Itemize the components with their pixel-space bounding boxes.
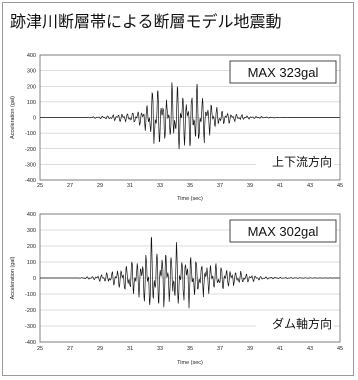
direction-label-0: 上下流方向	[272, 154, 332, 169]
y-tick-label-1-3: 100	[27, 260, 36, 266]
x-tick-label-1-0: 25	[37, 346, 43, 352]
x-tick-label-1-5: 35	[187, 346, 193, 352]
x-tick-label-1-7: 39	[247, 346, 253, 352]
y-tick-label-1-4: 0	[33, 276, 36, 282]
x-tick-label-0-9: 43	[307, 183, 313, 189]
x-tick-label-1-4: 33	[157, 346, 163, 352]
y-tick-label-0-8: -400	[25, 178, 36, 184]
x-tick-label-0-4: 33	[157, 183, 163, 189]
max-box-1	[229, 219, 337, 243]
x-tick-label-1-1: 27	[67, 346, 73, 352]
x-tick-label-0-2: 29	[97, 183, 103, 189]
y-tick-label-0-2: 200	[27, 84, 36, 90]
max-box-0	[229, 60, 337, 84]
x-tick-label-0-0: 25	[37, 183, 43, 189]
x-tick-label-0-1: 27	[67, 183, 73, 189]
x-axis-label-1: Time (sec)	[177, 360, 203, 366]
x-axis-label-0: Time (sec)	[177, 196, 203, 202]
x-tick-label-1-2: 29	[97, 346, 103, 352]
y-axis-label-1: Acceleration (gal)	[10, 256, 16, 299]
y-tick-label-0-3: 100	[27, 100, 36, 106]
x-tick-label-1-3: 31	[127, 346, 133, 352]
y-tick-label-0-7: -300	[25, 162, 36, 168]
y-tick-label-0-5: -100	[25, 131, 36, 137]
y-tick-label-1-2: 200	[27, 244, 36, 250]
y-tick-label-1-7: -300	[25, 324, 36, 330]
y-tick-label-1-6: -200	[25, 308, 36, 314]
x-tick-label-0-3: 31	[127, 183, 133, 189]
x-tick-label-0-5: 35	[187, 183, 193, 189]
y-axis-label-0: Acceleration (gal)	[10, 96, 16, 139]
x-tick-label-0-6: 37	[217, 183, 223, 189]
y-tick-label-1-8: -400	[25, 340, 36, 346]
direction-label-bg-0	[256, 153, 334, 170]
y-tick-label-1-5: -100	[25, 292, 36, 298]
x-tick-label-1-8: 41	[277, 346, 283, 352]
y-tick-label-0-0: 400	[27, 53, 36, 59]
x-tick-label-1-10: 45	[337, 346, 343, 352]
y-tick-label-0-6: -200	[25, 147, 36, 153]
x-tick-label-0-7: 39	[247, 183, 253, 189]
waveform-line-0	[40, 82, 340, 150]
x-tick-label-0-10: 45	[337, 183, 343, 189]
direction-label-1: ダム軸方向	[272, 316, 332, 331]
x-tick-label-0-8: 41	[277, 183, 283, 189]
y-tick-label-1-0: 400	[27, 212, 36, 218]
y-tick-label-0-4: 0	[33, 116, 36, 122]
x-tick-label-1-6: 37	[217, 346, 223, 352]
waveform-line-1	[40, 236, 340, 309]
y-tick-label-1-1: 300	[27, 228, 36, 234]
max-label-0: MAX 323gal	[248, 65, 319, 80]
max-label-1: MAX 302gal	[248, 224, 319, 239]
direction-label-bg-1	[256, 315, 334, 332]
figure-title: 跡津川断層帯による断層モデル地震動	[10, 12, 282, 31]
y-tick-label-0-1: 300	[27, 69, 36, 75]
x-tick-label-1-9: 43	[307, 346, 313, 352]
